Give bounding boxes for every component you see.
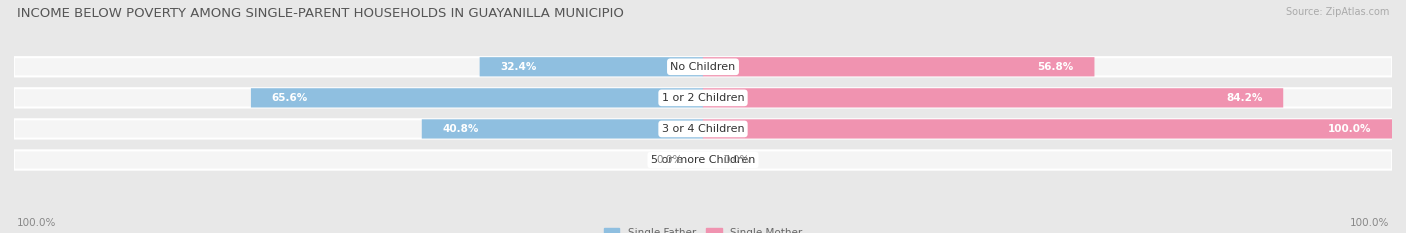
- FancyBboxPatch shape: [14, 57, 1392, 76]
- FancyBboxPatch shape: [703, 57, 1094, 76]
- Text: 0.0%: 0.0%: [657, 155, 682, 165]
- Text: 0.0%: 0.0%: [724, 155, 749, 165]
- Text: 100.0%: 100.0%: [17, 218, 56, 228]
- FancyBboxPatch shape: [479, 57, 703, 76]
- FancyBboxPatch shape: [703, 119, 1392, 139]
- Text: Source: ZipAtlas.com: Source: ZipAtlas.com: [1285, 7, 1389, 17]
- FancyBboxPatch shape: [422, 119, 703, 139]
- Text: INCOME BELOW POVERTY AMONG SINGLE-PARENT HOUSEHOLDS IN GUAYANILLA MUNICIPIO: INCOME BELOW POVERTY AMONG SINGLE-PARENT…: [17, 7, 624, 20]
- FancyBboxPatch shape: [14, 119, 1392, 139]
- Text: 65.6%: 65.6%: [271, 93, 308, 103]
- Text: 40.8%: 40.8%: [443, 124, 479, 134]
- FancyBboxPatch shape: [250, 88, 703, 107]
- Text: 3 or 4 Children: 3 or 4 Children: [662, 124, 744, 134]
- Text: 32.4%: 32.4%: [501, 62, 537, 72]
- Text: 5 or more Children: 5 or more Children: [651, 155, 755, 165]
- FancyBboxPatch shape: [14, 150, 1392, 170]
- Text: No Children: No Children: [671, 62, 735, 72]
- FancyBboxPatch shape: [14, 88, 1392, 107]
- Text: 56.8%: 56.8%: [1038, 62, 1074, 72]
- Text: 84.2%: 84.2%: [1226, 93, 1263, 103]
- Text: 100.0%: 100.0%: [1350, 218, 1389, 228]
- Legend: Single Father, Single Mother: Single Father, Single Mother: [599, 224, 807, 233]
- Text: 1 or 2 Children: 1 or 2 Children: [662, 93, 744, 103]
- Text: 100.0%: 100.0%: [1327, 124, 1371, 134]
- FancyBboxPatch shape: [703, 88, 1284, 107]
